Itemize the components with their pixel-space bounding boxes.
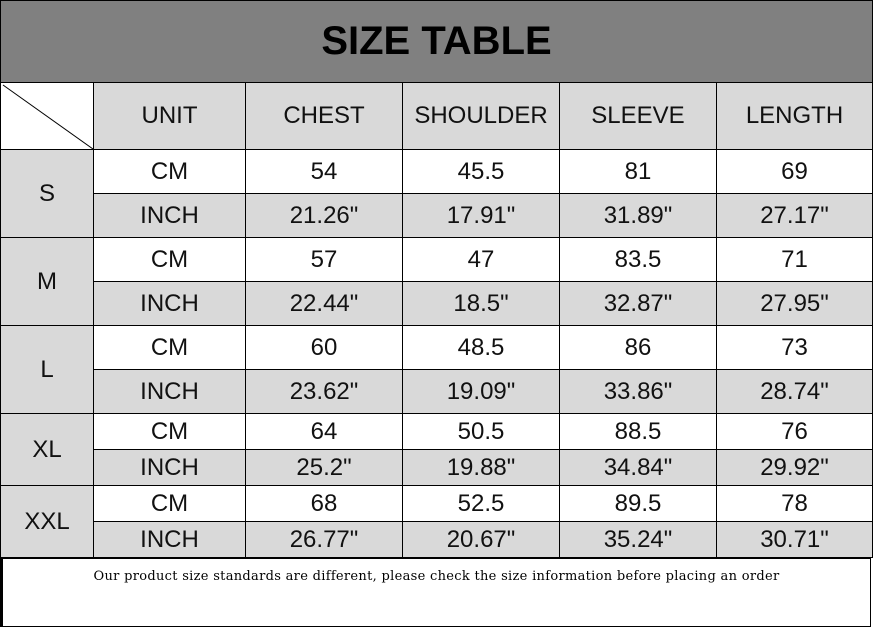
value-cell: 20.67" — [402, 521, 560, 558]
unit-cell: INCH — [93, 281, 246, 326]
table-row: INCH 26.77" 20.67" 35.24" 30.71" — [1, 521, 873, 558]
value-cell: 47 — [402, 237, 560, 282]
value-cell: 89.5 — [559, 485, 717, 522]
diagonal-line — [2, 84, 94, 149]
value-cell: 33.86" — [559, 369, 717, 414]
value-cell: 34.84" — [559, 449, 717, 486]
page-title: SIZE TABLE — [0, 0, 873, 83]
value-cell: 17.91" — [402, 193, 560, 238]
table-row: XL CM 64 50.5 88.5 76 — [0, 413, 873, 486]
value-cell: 45.5 — [402, 149, 560, 194]
column-header-unit: UNIT — [93, 82, 246, 150]
value-cell: 86 — [559, 325, 717, 370]
table-row: INCH 23.62" 19.09" 33.86" 28.74" — [1, 369, 873, 414]
unit-cell: INCH — [93, 449, 246, 486]
value-cell: 30.71" — [716, 521, 873, 558]
table-row: S CM 54 45.5 81 69 — [0, 149, 873, 238]
value-cell: 68 — [245, 485, 403, 522]
column-header-shoulder: SHOULDER — [402, 82, 560, 150]
value-cell: 88.5 — [559, 413, 717, 450]
value-cell: 31.89" — [559, 193, 717, 238]
value-cell: 83.5 — [559, 237, 717, 282]
value-cell: 25.2" — [245, 449, 403, 486]
value-cell: 21.26" — [245, 193, 403, 238]
unit-cell: CM — [93, 149, 246, 194]
footer-note: Our product size standards are different… — [0, 558, 871, 627]
unit-cell: CM — [93, 325, 246, 370]
value-cell: 52.5 — [402, 485, 560, 522]
value-cell: 76 — [716, 413, 873, 450]
column-header-sleeve: SLEEVE — [559, 82, 717, 150]
value-cell: 23.62" — [245, 369, 403, 414]
value-cell: 18.5" — [402, 281, 560, 326]
value-cell: 22.44" — [245, 281, 403, 326]
value-cell: 27.17" — [716, 193, 873, 238]
size-label: L — [0, 325, 94, 414]
value-cell: 81 — [559, 149, 717, 194]
table-row: INCH 25.2" 19.88" 34.84" 29.92" — [1, 449, 873, 486]
size-label: XL — [0, 413, 94, 486]
value-cell: 35.24" — [559, 521, 717, 558]
table-row: L CM 60 48.5 86 73 — [0, 325, 873, 414]
header-row: UNIT CHEST SHOULDER SLEEVE LENGTH — [0, 82, 873, 150]
unit-cell: CM — [93, 237, 246, 282]
column-header-chest: CHEST — [245, 82, 403, 150]
value-cell: 73 — [716, 325, 873, 370]
column-header-length: LENGTH — [716, 82, 873, 150]
table-row: INCH 22.44" 18.5" 32.87" 27.95" — [1, 281, 873, 326]
table-row: INCH 21.26" 17.91" 31.89" 27.17" — [1, 193, 873, 238]
unit-cell: INCH — [93, 193, 246, 238]
value-cell: 78 — [716, 485, 873, 522]
value-cell: 50.5 — [402, 413, 560, 450]
value-cell: 54 — [245, 149, 403, 194]
value-cell: 26.77" — [245, 521, 403, 558]
unit-cell: INCH — [93, 369, 246, 414]
unit-cell: CM — [93, 413, 246, 450]
table-row: M CM 57 47 83.5 71 — [0, 237, 873, 326]
size-label: S — [0, 149, 94, 238]
table-row: XXL CM 68 52.5 89.5 78 — [0, 485, 873, 558]
value-cell: 27.95" — [716, 281, 873, 326]
value-cell: 64 — [245, 413, 403, 450]
value-cell: 57 — [245, 237, 403, 282]
value-cell: 19.88" — [402, 449, 560, 486]
size-label: M — [0, 237, 94, 326]
value-cell: 71 — [716, 237, 873, 282]
value-cell: 19.09" — [402, 369, 560, 414]
size-label: XXL — [0, 485, 94, 558]
value-cell: 69 — [716, 149, 873, 194]
unit-cell: CM — [93, 485, 246, 522]
value-cell: 29.92" — [716, 449, 873, 486]
unit-cell: INCH — [93, 521, 246, 558]
value-cell: 60 — [245, 325, 403, 370]
value-cell: 28.74" — [716, 369, 873, 414]
value-cell: 32.87" — [559, 281, 717, 326]
size-table: UNIT CHEST SHOULDER SLEEVE LENGTH S CM 54 45.5 8… — [0, 82, 873, 558]
corner-cell — [0, 82, 94, 150]
value-cell: 48.5 — [402, 325, 560, 370]
